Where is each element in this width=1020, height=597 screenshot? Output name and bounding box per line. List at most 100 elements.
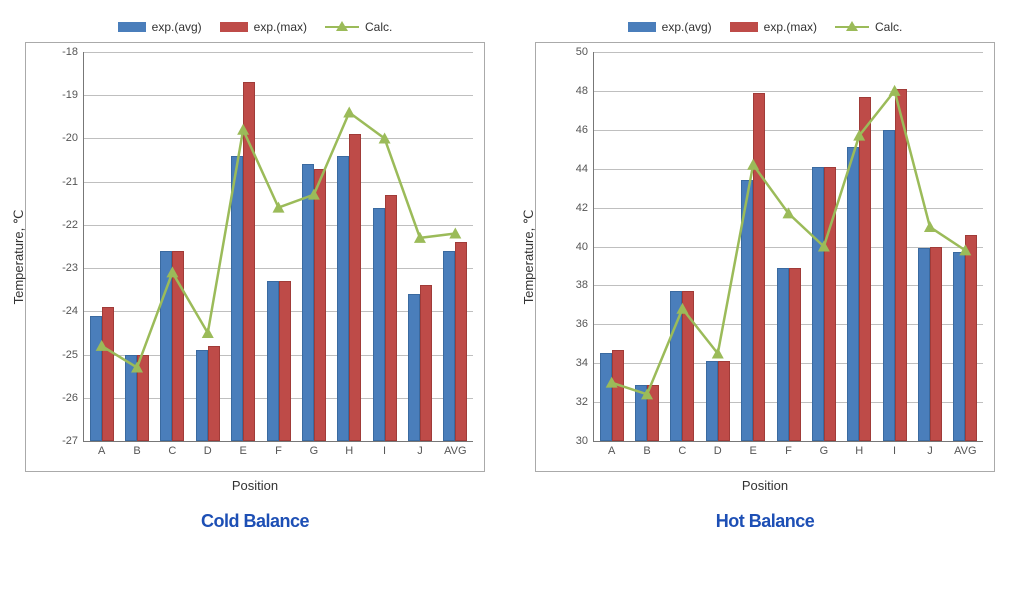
- y-tick-label: -18: [62, 46, 84, 58]
- legend-item-max: exp.(max): [220, 20, 307, 34]
- x-axis-label: Position: [232, 478, 278, 493]
- y-tick-label: 40: [576, 241, 594, 253]
- x-tick-label: H: [345, 441, 353, 457]
- bar-max: [930, 247, 942, 442]
- swatch-calc: [325, 21, 359, 33]
- calc-marker: [712, 347, 724, 358]
- bar-max: [895, 89, 907, 441]
- bar-avg: [90, 316, 102, 441]
- gridline: [84, 52, 473, 53]
- x-tick-label: B: [643, 441, 650, 457]
- calc-marker: [924, 221, 936, 232]
- bar-avg: [267, 281, 279, 441]
- chart-panel-cold: exp.(avg) exp.(max) Calc. Temperature, ℃…: [15, 20, 495, 532]
- plot-area-hot: 3032343638404244464850ABCDEFGHIJAVG: [593, 52, 983, 442]
- bar-avg: [337, 156, 349, 441]
- chart-title-cold: Cold Balance: [201, 511, 309, 532]
- y-tick-label: 48: [576, 85, 594, 97]
- y-tick-label: 34: [576, 357, 594, 369]
- bar-avg: [670, 291, 682, 441]
- legend-label-calc: Calc.: [365, 20, 392, 34]
- legend-item-avg: exp.(avg): [118, 20, 202, 34]
- bar-max: [789, 268, 801, 441]
- bar-max: [385, 195, 397, 441]
- gridline: [84, 182, 473, 183]
- bar-max: [208, 346, 220, 441]
- calc-marker: [414, 232, 426, 243]
- gridline: [84, 225, 473, 226]
- plot-cold: Temperature, ℃ -27-26-25-24-23-22-21-20-…: [25, 42, 485, 472]
- bar-max: [243, 82, 255, 441]
- bar-avg: [777, 268, 789, 441]
- gridline: [594, 169, 983, 170]
- bar-avg: [373, 208, 385, 441]
- y-tick-label: 46: [576, 124, 594, 136]
- gridline: [594, 91, 983, 92]
- y-tick-label: 42: [576, 202, 594, 214]
- bar-avg: [635, 385, 647, 441]
- legend-label-avg: exp.(avg): [662, 20, 712, 34]
- legend-label-avg: exp.(avg): [152, 20, 202, 34]
- swatch-max: [220, 22, 248, 32]
- legend-label-calc: Calc.: [875, 20, 902, 34]
- bar-avg: [196, 350, 208, 441]
- bar-avg: [953, 252, 965, 441]
- x-tick-label: C: [678, 441, 686, 457]
- x-tick-label: D: [714, 441, 722, 457]
- bar-avg: [231, 156, 243, 441]
- x-tick-label: G: [310, 441, 319, 457]
- y-tick-label: 32: [576, 396, 594, 408]
- bar-avg: [883, 130, 895, 441]
- y-axis-label: Temperature, ℃: [521, 210, 537, 305]
- bar-max: [753, 93, 765, 441]
- calc-marker: [273, 202, 285, 213]
- gridline: [594, 208, 983, 209]
- bar-max: [824, 167, 836, 441]
- calc-marker: [449, 228, 461, 239]
- bar-max: [137, 355, 149, 441]
- bar-max: [349, 134, 361, 441]
- bar-avg: [443, 251, 455, 441]
- bar-avg: [706, 361, 718, 441]
- legend-label-max: exp.(max): [764, 20, 817, 34]
- y-tick-label: -24: [62, 305, 84, 317]
- gridline: [84, 138, 473, 139]
- swatch-max: [730, 22, 758, 32]
- y-tick-label: -21: [62, 176, 84, 188]
- plot-area-cold: -27-26-25-24-23-22-21-20-19-18ABCDEFGHIJ…: [83, 52, 473, 442]
- bar-max: [314, 169, 326, 441]
- legend: exp.(avg) exp.(max) Calc.: [628, 20, 903, 34]
- bar-max: [279, 281, 291, 441]
- y-tick-label: -22: [62, 219, 84, 231]
- legend-item-max: exp.(max): [730, 20, 817, 34]
- x-tick-label: A: [608, 441, 615, 457]
- bar-avg: [302, 164, 314, 441]
- bar-max: [859, 97, 871, 441]
- x-tick-label: I: [893, 441, 896, 457]
- bar-avg: [600, 353, 612, 441]
- bar-max: [718, 361, 730, 441]
- gridline: [594, 130, 983, 131]
- y-tick-label: -25: [62, 349, 84, 361]
- x-tick-label: D: [204, 441, 212, 457]
- x-tick-label: F: [785, 441, 792, 457]
- bar-avg: [408, 294, 420, 441]
- gridline: [594, 52, 983, 53]
- swatch-calc: [835, 21, 869, 33]
- y-tick-label: 38: [576, 279, 594, 291]
- legend-item-calc: Calc.: [325, 20, 392, 34]
- x-tick-label: AVG: [954, 441, 976, 457]
- x-tick-label: E: [749, 441, 756, 457]
- bar-max: [420, 285, 432, 441]
- bar-max: [647, 385, 659, 441]
- x-tick-label: J: [927, 441, 933, 457]
- swatch-avg: [628, 22, 656, 32]
- x-axis-label: Position: [742, 478, 788, 493]
- gridline: [84, 268, 473, 269]
- calc-marker: [783, 207, 795, 218]
- bar-max: [102, 307, 114, 441]
- calc-marker: [343, 107, 355, 118]
- y-tick-label: -27: [62, 435, 84, 447]
- gridline: [84, 95, 473, 96]
- gridline: [594, 247, 983, 248]
